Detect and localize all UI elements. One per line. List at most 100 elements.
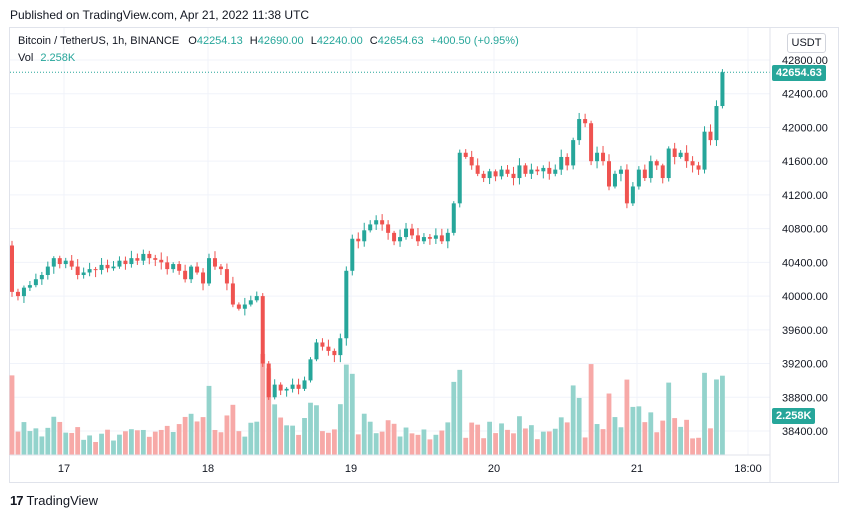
volume-bar [337, 404, 343, 455]
candle-body [123, 260, 128, 265]
volume-bar [146, 436, 152, 455]
close-label: C [369, 35, 378, 47]
candle-body [320, 342, 325, 347]
candle-body [463, 152, 468, 157]
candle-body [607, 161, 611, 187]
y-tick-label: 38800.00 [782, 392, 828, 404]
volume-bar [415, 434, 421, 455]
volume-bar [481, 438, 487, 455]
candle-body [660, 165, 665, 179]
chart-frame[interactable] [9, 27, 839, 483]
candle-body [571, 140, 576, 166]
volume-bar [600, 429, 606, 455]
currency-button[interactable]: USDT [787, 33, 826, 53]
x-tick-label: 20 [488, 463, 500, 475]
candle-body [117, 260, 122, 267]
x-tick-label: 18:00 [734, 463, 762, 475]
volume-bar [33, 428, 39, 455]
last-price-tag: 42654.63 [772, 65, 826, 81]
candle-body [421, 237, 426, 242]
candle-body [714, 106, 719, 141]
tradingview-logo-icon: 17 [10, 493, 24, 508]
candle-body [290, 384, 295, 389]
candle-body [702, 131, 707, 170]
volume-bar [343, 364, 349, 455]
volume-bar [630, 406, 636, 455]
volume-bar [212, 429, 218, 455]
candle-body [189, 266, 194, 280]
candle-body [344, 270, 349, 339]
volume-bar [355, 434, 361, 455]
volume-bar [182, 416, 188, 455]
candle-body [553, 169, 558, 174]
candle-body [105, 264, 110, 269]
y-tick-label: 39200.00 [782, 359, 828, 371]
volume-bar [134, 430, 140, 455]
candle-body [648, 161, 653, 179]
volume-bar [45, 427, 51, 455]
y-tick-label: 40400.00 [782, 257, 828, 269]
volume-bar [123, 431, 128, 455]
volume-bar [302, 417, 307, 455]
candle-body [212, 258, 217, 267]
volume-bar [624, 379, 630, 455]
volume-bar [200, 417, 206, 455]
footer-brand[interactable]: 17 TradingView [10, 493, 98, 508]
volume-bar [320, 431, 325, 455]
candle-body [93, 269, 98, 271]
candle-body [469, 156, 474, 166]
candle-body [51, 258, 56, 267]
volume-bar [278, 417, 284, 455]
published-caption: Published on TradingView.com, Apr 21, 20… [10, 8, 310, 22]
volume-bar [564, 422, 570, 455]
candle-body [642, 169, 647, 179]
candle-body [27, 285, 32, 288]
volume-bar [499, 423, 504, 455]
volume-bar [361, 413, 367, 455]
candle-body [141, 253, 146, 261]
candle-body [57, 258, 62, 265]
candle-body [218, 266, 223, 270]
candle-body [248, 300, 253, 305]
candle-body [475, 165, 480, 174]
candle-body [129, 258, 134, 265]
volume-bar [260, 353, 266, 455]
volume-bar [373, 433, 379, 455]
candle-body [636, 169, 641, 187]
volume-bar [105, 429, 110, 455]
volume-bar [493, 433, 498, 455]
x-tick-label: 19 [345, 463, 357, 475]
y-tick-label: 42000.00 [782, 122, 828, 134]
candle-body [153, 258, 158, 260]
candle-body [69, 260, 74, 267]
candle-body [577, 119, 582, 141]
volume-bar [397, 436, 403, 455]
candle-body [195, 266, 200, 273]
y-tick-label: 41200.00 [782, 190, 828, 202]
volume-bar [331, 429, 337, 455]
volume-bar [618, 427, 624, 455]
volume-bar [576, 397, 582, 455]
volume-bar [648, 412, 654, 455]
candle-body [302, 380, 307, 389]
candle-body [368, 224, 373, 231]
volume-bar [248, 422, 254, 455]
volume-bar [129, 429, 134, 455]
volume-label: Vol [18, 52, 34, 64]
candle-body [266, 363, 271, 398]
volume-bar [349, 373, 355, 455]
volume-bar [523, 428, 528, 455]
volume-bar [379, 431, 385, 455]
candle-body [708, 131, 713, 141]
candle-body [678, 152, 683, 157]
y-tick-label: 39600.00 [782, 325, 828, 337]
candle-body [111, 266, 116, 269]
volume-bar [81, 439, 87, 455]
volume-bar [164, 425, 170, 455]
high-label: H [249, 35, 258, 47]
open-value: 42254.13 [196, 35, 243, 47]
candle-body [308, 359, 313, 381]
volume-bar [21, 422, 27, 455]
brand-name: TradingView [26, 493, 99, 508]
